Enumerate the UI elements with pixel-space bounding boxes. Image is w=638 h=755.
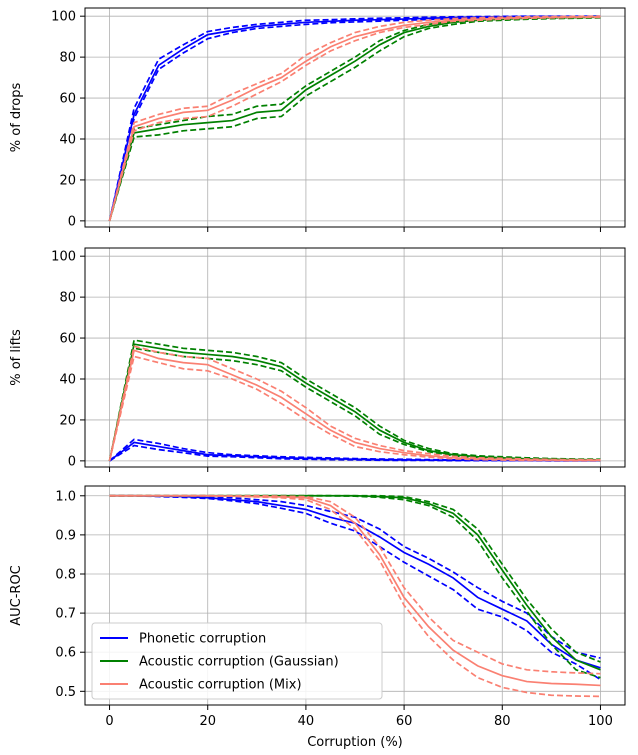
y-tick-label: 80 <box>59 51 76 66</box>
series-lower-bound-phonetic <box>108 15 601 222</box>
x-axis-label: Corruption (%) <box>307 735 403 750</box>
y-tick-label: 20 <box>59 413 76 428</box>
legend-label-gaussian: Acoustic corruption (Gaussian) <box>139 655 339 670</box>
x-tick-label: 20 <box>199 714 216 729</box>
series-mix <box>108 345 601 462</box>
series-line-mix <box>108 349 601 462</box>
x-tick-label: 100 <box>588 714 613 729</box>
y-tick-label: 0.5 <box>55 685 76 700</box>
series-upper-bound-phonetic <box>108 15 601 222</box>
x-tick-label: 80 <box>494 714 511 729</box>
series-mix <box>108 15 601 222</box>
y-tick-label: 0.7 <box>55 607 76 622</box>
series-line-mix <box>109 494 601 687</box>
y-tick-label: 100 <box>51 250 76 265</box>
y-tick-label: 40 <box>59 132 76 147</box>
series-upper-bound-gaussian <box>108 339 601 462</box>
y-tick-label: 0.6 <box>55 646 76 661</box>
y-tick-label: 20 <box>59 173 76 188</box>
y-tick-label: 0.9 <box>55 528 76 543</box>
legend: Phonetic corruption Acoustic corruption (… <box>91 622 383 700</box>
y-tick-label: 60 <box>59 92 76 107</box>
x-tick-label: 60 <box>396 714 413 729</box>
legend-label-mix: Acoustic corruption (Mix) <box>139 678 302 693</box>
panel-2: 0 20 40 60 80 100 % of lifts <box>9 247 626 472</box>
series-mix <box>109 494 601 698</box>
y-tick-label: 0 <box>68 214 76 229</box>
y-tick-label: 40 <box>59 372 76 387</box>
panel-1: 0 20 40 60 80 100 % of drops <box>9 7 626 232</box>
x-tick-label: 40 <box>298 714 315 729</box>
series-lower-bound-gaussian <box>108 347 601 462</box>
y-axis-label: % of drops <box>9 83 24 153</box>
y-tick-label: 100 <box>51 10 76 25</box>
series-upper-bound-mix <box>108 345 601 462</box>
plot-frame <box>84 485 626 706</box>
plot-frame <box>84 7 626 228</box>
y-axis-label: % of lifts <box>9 329 24 386</box>
series-line-mix <box>108 15 601 222</box>
y-tick-label: 0 <box>68 454 76 469</box>
legend-box <box>91 622 383 700</box>
series-upper-bound-mix <box>108 15 601 222</box>
series-lower-bound-mix <box>108 16 601 222</box>
y-tick-label: 60 <box>59 332 76 347</box>
panel-3: 0 20 40 60 80 100 0.5 0.6 0.7 0.8 0.9 1.0 AUC-ROC Cor… <box>9 485 626 750</box>
series-lower-bound-mix <box>108 355 601 462</box>
y-tick-label: 80 <box>59 291 76 306</box>
y-axis-label: AUC-ROC <box>9 565 24 626</box>
plot-frame <box>84 247 626 468</box>
legend-label-phonetic: Phonetic corruption <box>139 632 266 647</box>
series-lower-bound-gaussian <box>108 16 601 222</box>
y-tick-label: 1.0 <box>55 489 76 504</box>
y-tick-label: 0.8 <box>55 567 76 582</box>
series-line-gaussian <box>108 343 601 462</box>
x-tick-label: 0 <box>105 714 113 729</box>
